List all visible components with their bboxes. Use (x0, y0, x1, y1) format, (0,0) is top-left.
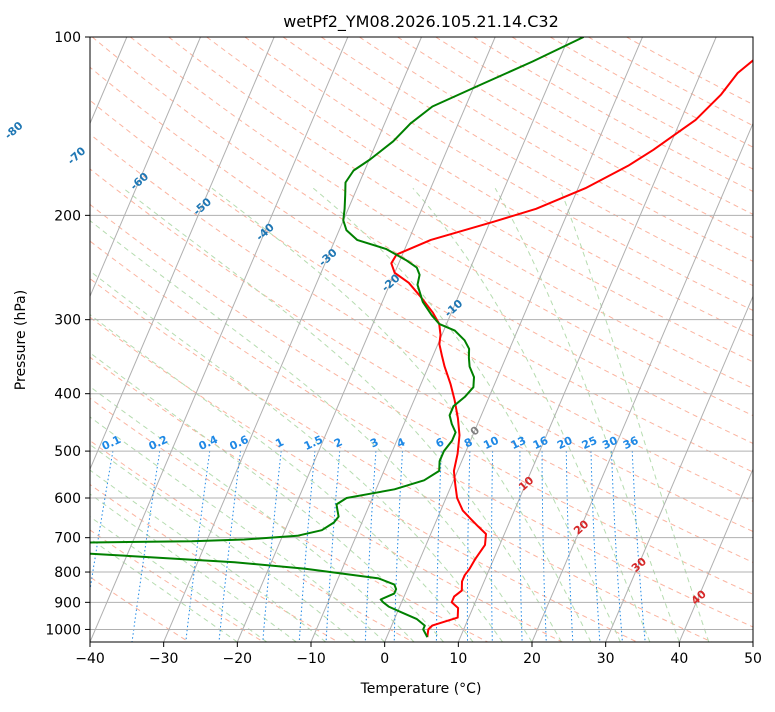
y-tick-label: 1000 (45, 622, 81, 638)
y-tick-label: 100 (54, 30, 81, 46)
y-tick-label: 600 (54, 491, 81, 507)
x-tick-label: −10 (296, 651, 326, 667)
chart-title: wetPf2_YM08.2026.105.21.14.C32 (283, 12, 559, 32)
y-axis-label: Pressure (hPa) (13, 290, 29, 390)
x-tick-label: 50 (744, 651, 762, 667)
x-tick-label: 0 (380, 651, 389, 667)
y-tick-label: 400 (54, 387, 81, 403)
x-tick-label: 40 (670, 651, 688, 667)
y-tick-label: 800 (54, 565, 81, 581)
y-tick-label: 500 (54, 444, 81, 460)
x-tick-label: −40 (75, 651, 105, 667)
y-tick-label: 900 (54, 595, 81, 611)
y-tick-label: 700 (54, 531, 81, 547)
x-tick-label: −30 (149, 651, 179, 667)
x-tick-label: 10 (449, 651, 467, 667)
x-tick-label: 30 (597, 651, 615, 667)
y-tick-label: 200 (54, 208, 81, 224)
x-tick-label: −20 (223, 651, 253, 667)
x-axis-label: Temperature (°C) (360, 681, 482, 697)
y-tick-label: 300 (54, 313, 81, 329)
x-tick-label: 20 (523, 651, 541, 667)
